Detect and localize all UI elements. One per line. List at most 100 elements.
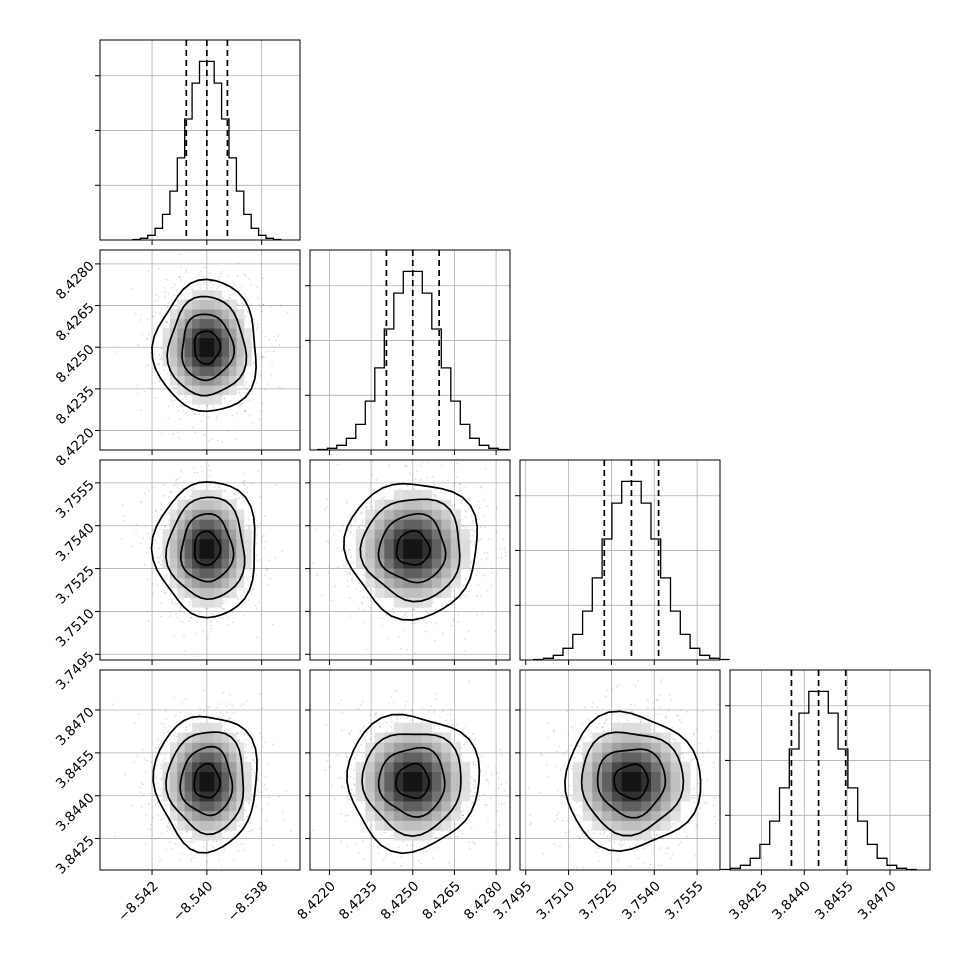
scatter-point [170, 598, 173, 601]
scatter-point [472, 801, 474, 804]
scatter-point [489, 797, 492, 799]
scatter-point [243, 613, 245, 616]
density-cell [403, 519, 414, 530]
scatter-point [441, 603, 443, 606]
density-cell [169, 538, 178, 549]
density-cell [192, 394, 200, 405]
density-cell [422, 558, 433, 569]
scatter-point [451, 485, 454, 488]
scatter-point [164, 379, 166, 381]
scatter-point [229, 297, 231, 300]
density-cell [184, 558, 193, 569]
scatter-point [166, 306, 169, 309]
scatter-point [398, 846, 400, 849]
scatter-point [217, 486, 220, 489]
scatter-point [115, 351, 118, 353]
scatter-point [333, 798, 336, 801]
scatter-point [352, 534, 355, 536]
scatter-point [209, 483, 211, 486]
density-cell [214, 761, 222, 773]
scatter-point [363, 609, 366, 612]
scatter-point [366, 596, 369, 599]
scatter-point [453, 604, 455, 606]
scatter-point [474, 779, 477, 782]
density-cell [229, 328, 237, 339]
ytick-label: 3.7495 [53, 649, 98, 694]
scatter-point [472, 519, 474, 522]
scatter-point [267, 762, 270, 765]
scatter-point [497, 777, 500, 780]
scatter-point [164, 577, 167, 580]
scatter-point [178, 252, 181, 255]
density-cell [214, 722, 222, 733]
density-cell [236, 356, 245, 367]
scatter-point [389, 724, 392, 727]
scatter-point [266, 383, 269, 386]
scatter-point [359, 732, 361, 735]
density-cell [184, 356, 193, 367]
scatter-point [471, 733, 474, 735]
scatter-point [163, 726, 166, 729]
scatter-point [253, 322, 256, 325]
scatter-point [387, 637, 389, 639]
scatter-point [176, 603, 179, 605]
scatter-point [449, 600, 451, 603]
density-cell [169, 328, 178, 339]
scatter-point [160, 753, 163, 755]
density-cell [384, 548, 395, 559]
scatter-point [225, 704, 228, 707]
density-cell [441, 587, 452, 598]
density-cell [177, 742, 186, 753]
density-cell [236, 375, 245, 386]
density-cell [384, 558, 395, 569]
density-cell [229, 366, 237, 377]
scatter-point [243, 317, 246, 319]
scatter-point [259, 827, 262, 830]
scatter-point [359, 511, 362, 514]
density-cell [221, 385, 230, 396]
density-cell [355, 529, 366, 540]
scatter-point [491, 567, 493, 570]
density-cell [236, 309, 245, 320]
scatter-point [435, 622, 437, 625]
scatter-point [505, 781, 508, 784]
scatter-point [350, 730, 353, 732]
scatter-point [348, 549, 350, 551]
scatter-point [242, 472, 245, 475]
density-cell [184, 742, 193, 753]
scatter-point [408, 472, 411, 475]
scatter-point [248, 278, 251, 281]
scatter-point [159, 557, 162, 560]
scatter-point [256, 533, 259, 536]
scatter-point [243, 479, 246, 482]
scatter-point [270, 374, 273, 377]
density-cell [214, 587, 222, 598]
scatter-point [233, 402, 236, 404]
scatter-point [399, 488, 401, 490]
scatter-point [122, 515, 125, 518]
scatter-point [256, 323, 259, 326]
scatter-point [433, 727, 435, 729]
scatter-point [490, 584, 493, 587]
scatter-point [159, 818, 162, 821]
scatter-point [223, 498, 226, 500]
scatter-point [199, 287, 202, 289]
scatter-point [246, 311, 249, 313]
scatter-point [283, 818, 286, 821]
scatter-point [365, 507, 368, 509]
scatter-point [435, 698, 438, 700]
density-cell [206, 519, 215, 530]
density-cell [199, 299, 208, 310]
scatter-point [456, 462, 458, 465]
scatter-point [462, 735, 464, 738]
scatter-point [160, 356, 163, 359]
scatter-point [145, 771, 148, 774]
density-cell [229, 499, 237, 510]
scatter-point [212, 404, 215, 407]
scatter-point [327, 754, 329, 757]
scatter-point [348, 597, 351, 599]
scatter-point [242, 482, 245, 485]
scatter-point [237, 399, 240, 402]
scatter-point [459, 499, 462, 501]
scatter-point [251, 768, 254, 771]
